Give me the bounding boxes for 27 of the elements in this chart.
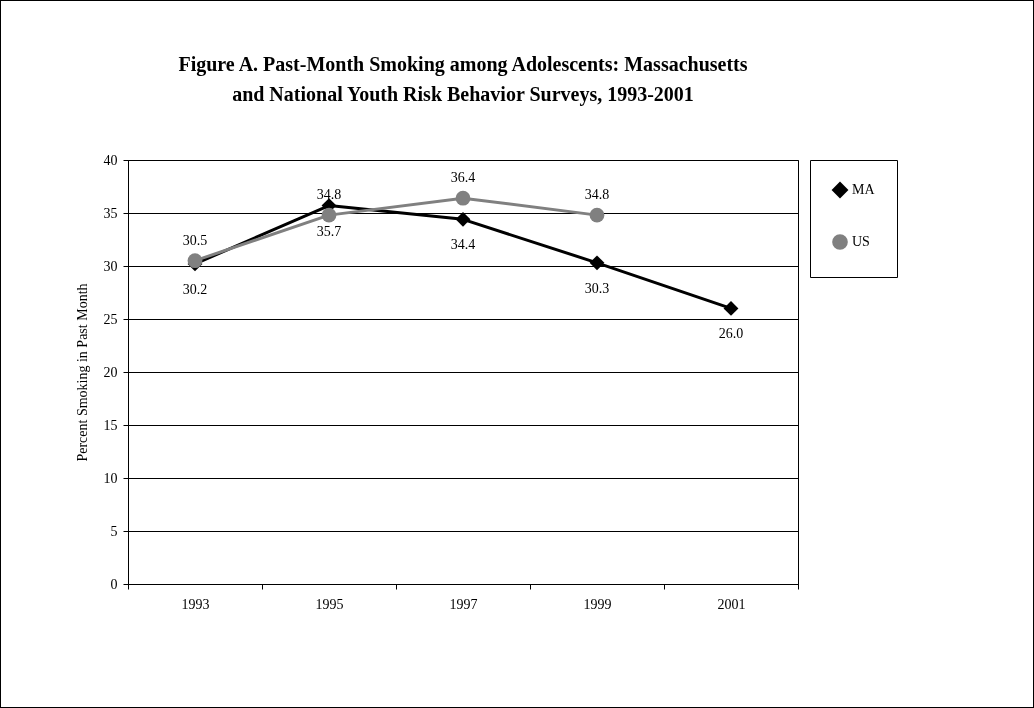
data-label: 35.7 [316,223,342,239]
y-tick-label: 40 [103,152,118,168]
y-tick-label: 35 [103,205,118,221]
data-label: 34.4 [450,237,476,253]
y-tick-label: 25 [103,311,118,327]
data-label: 34.8 [316,187,342,203]
x-tick-label: 1997 [449,596,478,612]
x-tick-label: 1995 [315,596,344,612]
chart-title: Figure A. Past-Month Smoking among Adolescents: Massachusetts and National Youth Risk Behavior Surveys, 1993-2001 [178,53,748,106]
y-axis-title: Percent Smoking in Past Month [74,283,90,462]
data-label: 26.0 [718,326,744,342]
data-label: 34.8 [584,187,610,203]
legend-label: MA [852,182,876,197]
x-tick-label: 2001 [717,596,746,612]
data-label: 36.4 [450,170,476,186]
legend-label: US [852,234,870,249]
data-label: 30.2 [182,281,208,297]
y-tick-label: 20 [103,364,118,380]
y-tick-label: 10 [103,470,118,486]
x-tick-label: 1999 [583,596,612,612]
y-tick-label: 15 [103,417,118,433]
data-label: 30.5 [182,232,208,248]
y-tick-label: 30 [103,258,118,274]
x-tick-label: 1993 [181,596,210,612]
y-tick-label: 5 [110,523,118,539]
data-label: 30.3 [584,280,610,296]
y-tick-label: 0 [110,576,118,592]
